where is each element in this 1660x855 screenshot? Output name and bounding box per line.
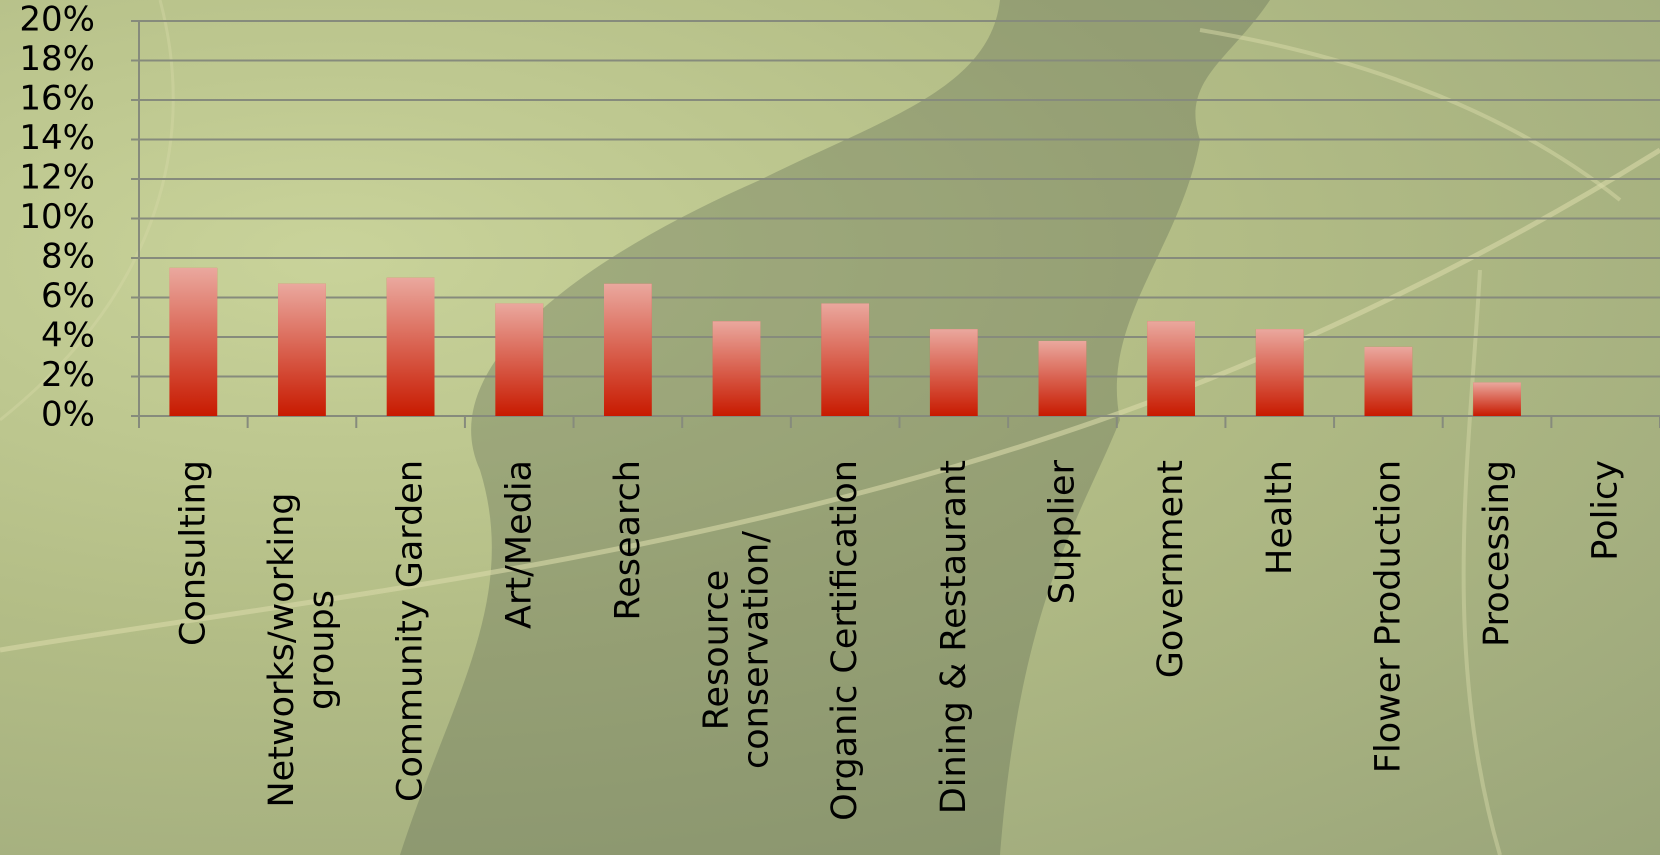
- bar-shine: [1147, 321, 1196, 416]
- x-tick-label: Research: [608, 460, 648, 840]
- bar-shine: [495, 303, 544, 416]
- x-tick-text: Processing: [1477, 460, 1518, 647]
- x-tick-label: Health: [1260, 460, 1300, 840]
- x-tick-text: Health: [1259, 460, 1300, 575]
- bar-shine: [1364, 346, 1413, 416]
- y-tick-label: 16%: [19, 79, 95, 119]
- x-tick-text: Community Garden: [390, 460, 431, 802]
- y-tick-label: 14%: [19, 118, 95, 158]
- x-tick-text: Networks/working groups: [261, 492, 342, 808]
- x-tick-text: Supplier: [1042, 460, 1083, 605]
- x-tick-text: Government: [1151, 460, 1192, 679]
- x-tick-text: Policy: [1585, 460, 1626, 561]
- y-tick-label: 2%: [41, 355, 95, 395]
- y-tick-label: 20%: [19, 0, 95, 40]
- bar-shine: [929, 329, 978, 416]
- bar-shine: [278, 283, 326, 416]
- x-tick-label: Flower Production: [1368, 460, 1408, 840]
- x-tick-label: Consulting: [173, 460, 213, 840]
- x-tick-label: Policy: [1586, 460, 1626, 840]
- bar-shine: [1038, 340, 1087, 416]
- y-tick-label: 12%: [19, 158, 95, 198]
- x-tick-text: Dining & Restaurant: [933, 460, 974, 815]
- bar-shine: [386, 277, 435, 416]
- x-tick-label: Dining & Restaurant: [934, 460, 974, 840]
- x-tick-text: Research: [607, 460, 648, 621]
- y-tick-label: 4%: [41, 316, 95, 356]
- y-tick-label: 18%: [19, 39, 95, 79]
- x-tick-label: Organic Certification: [825, 460, 865, 840]
- y-tick-label: 6%: [41, 276, 95, 316]
- y-tick-label: 10%: [19, 197, 95, 237]
- x-tick-text: Art/Media: [499, 460, 540, 629]
- x-tick-label: Community Garden: [391, 460, 431, 840]
- x-tick-label: Resource conservation/: [697, 460, 777, 840]
- x-tick-text: Flower Production: [1368, 460, 1409, 774]
- y-tick-label: 8%: [41, 237, 95, 277]
- x-tick-text: Consulting: [173, 460, 214, 647]
- x-tick-label: Supplier: [1042, 460, 1082, 840]
- x-tick-label: Government: [1151, 460, 1191, 840]
- y-tick-label: 0%: [41, 395, 95, 435]
- x-tick-label: Networks/working groups: [262, 460, 342, 840]
- x-tick-text: Resource conservation/: [696, 531, 777, 769]
- x-tick-label: Art/Media: [499, 460, 539, 840]
- bar-shine: [1255, 329, 1304, 416]
- bar-shine: [712, 321, 761, 416]
- x-tick-text: Organic Certification: [825, 460, 866, 821]
- bar-shine: [1473, 382, 1521, 416]
- x-tick-label: Processing: [1477, 460, 1517, 840]
- bar-shine: [603, 283, 652, 416]
- bar-shine: [821, 303, 870, 416]
- bar-shine: [169, 267, 218, 416]
